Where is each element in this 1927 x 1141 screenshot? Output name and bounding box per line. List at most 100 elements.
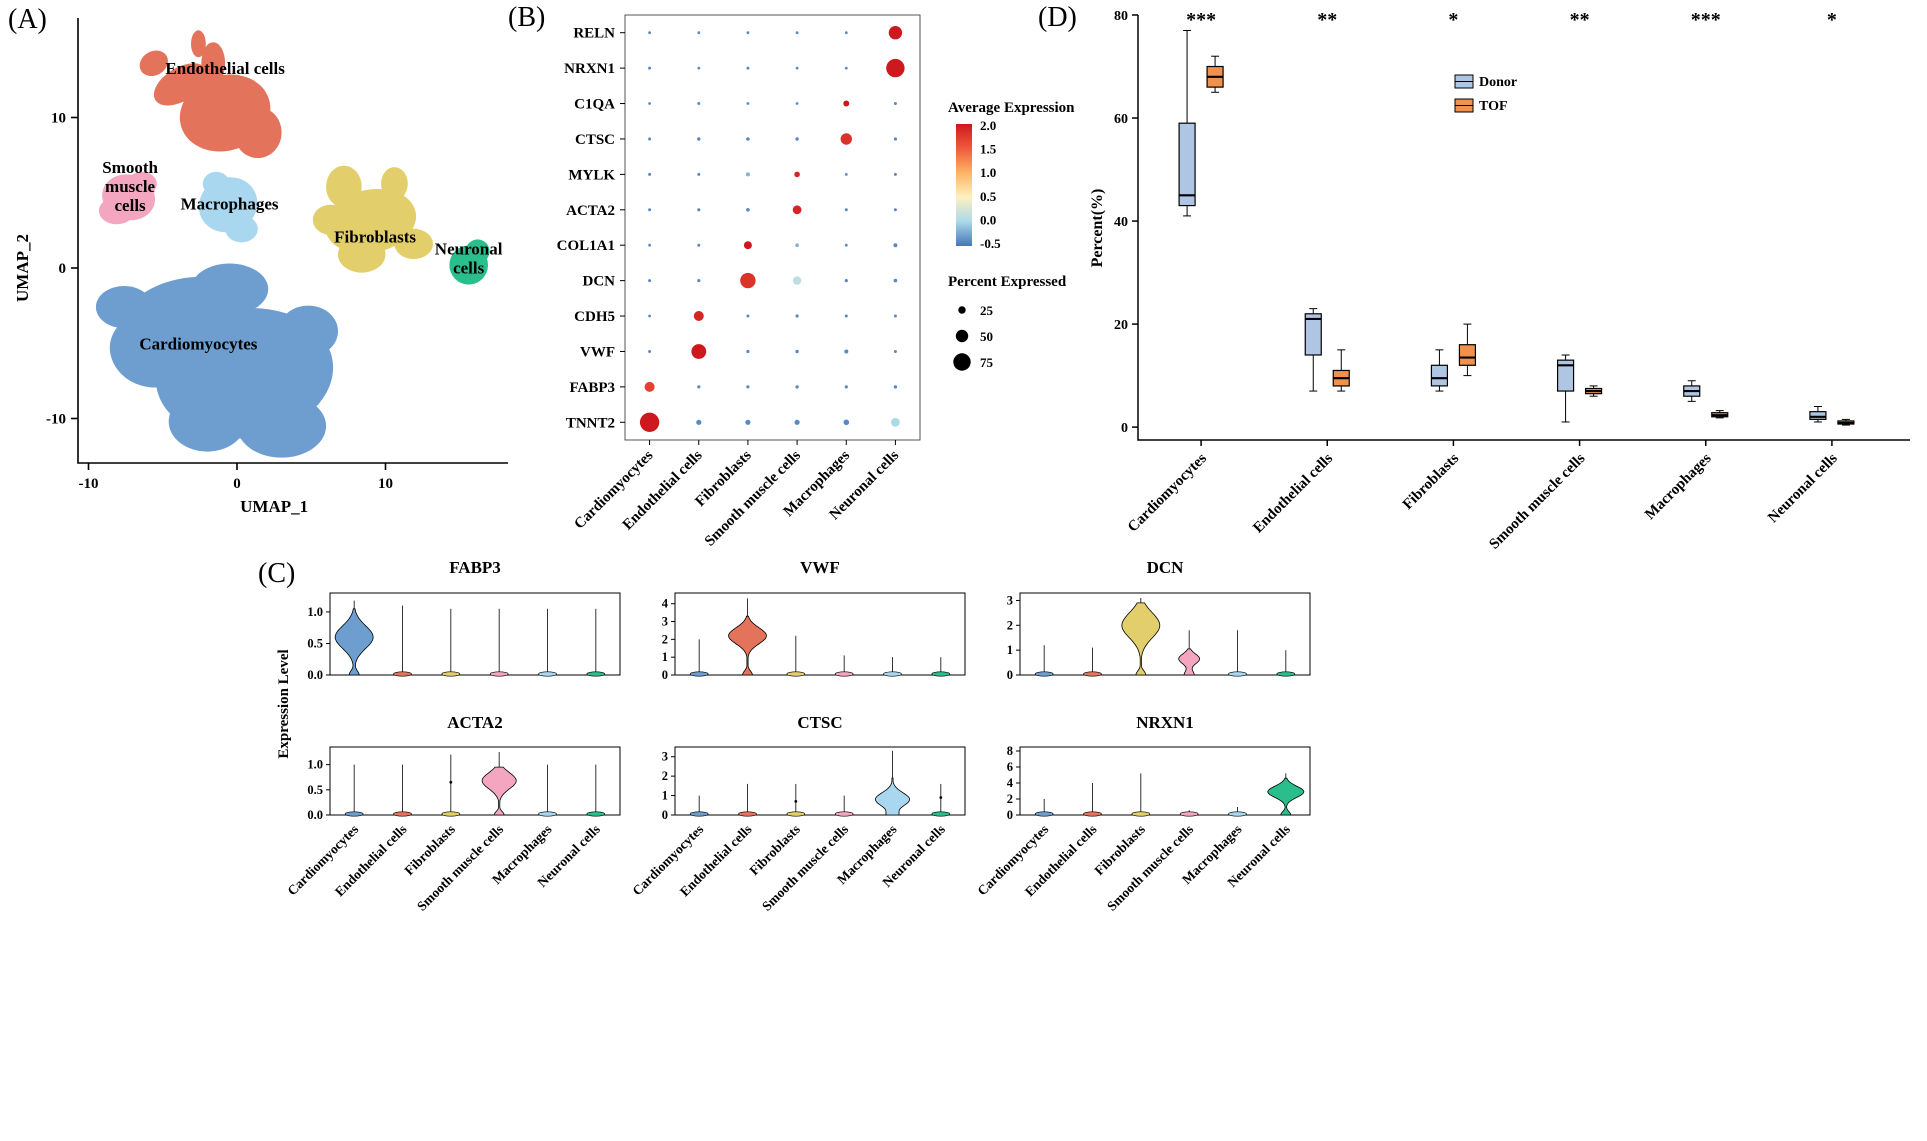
expression-dot: [648, 66, 652, 70]
significance-stars: ***: [1691, 9, 1721, 31]
violin-body: [1121, 602, 1161, 676]
y-tick-label: 0.5: [307, 783, 323, 797]
violin-title: NRXN1: [1136, 713, 1194, 732]
violin-title: VWF: [800, 558, 840, 577]
size-legend-dot: [958, 306, 966, 314]
umap-cluster-blob: [337, 236, 386, 273]
y-tick-label: 3: [1007, 593, 1013, 607]
y-tick-label: 0: [59, 261, 67, 277]
expression-dot: [740, 272, 756, 289]
color-legend-tick: 1.0: [980, 165, 996, 180]
violin-flat-body: [1034, 671, 1054, 677]
umap-cluster-blob: [127, 171, 157, 196]
y-tick-label: 10: [51, 111, 66, 127]
umap-cluster-blob: [153, 63, 208, 106]
expression-dot: [844, 243, 848, 247]
y-tick-label: 0: [1007, 668, 1013, 682]
violin-flat-body: [1276, 671, 1296, 677]
percent-axis-label: Percent(%): [1089, 189, 1106, 268]
expression-dot: [693, 311, 704, 321]
expression-dot: [648, 243, 651, 247]
expression-dot: [697, 243, 701, 247]
umap-cluster-blob: [278, 305, 338, 357]
cluster-label: Macrophages: [181, 194, 279, 213]
gene-label: CTSC: [575, 132, 615, 148]
y-tick-label: 3: [662, 750, 668, 764]
umap-cluster-blob: [326, 165, 362, 208]
violin-flat-body: [689, 811, 709, 817]
violin-flat-body: [1228, 811, 1247, 817]
box: [1178, 122, 1196, 207]
expression-dot: [746, 349, 750, 354]
expression-dot: [893, 102, 897, 105]
cell-type-label: Neuronal cells: [1765, 450, 1841, 526]
violin-flat-body: [738, 811, 757, 817]
gene-label: C1QA: [574, 97, 615, 113]
violin-plots: FABP3 0.0 0.5 1.0 VWF 0 1 2 3 4 DCN 0 1 2 3 ACTA2 0.0 0.5…: [276, 558, 1311, 914]
umap-cluster-blob: [109, 314, 193, 388]
box-axes: [1137, 15, 1910, 441]
expression-dot: [792, 205, 802, 215]
expression-dot: [795, 31, 799, 35]
x-tick-label: 10: [378, 476, 393, 492]
violin-flat-body: [883, 671, 902, 677]
expression-dot: [795, 349, 799, 354]
cluster-label: Endothelial cells: [165, 59, 285, 78]
violin-median-dot: [449, 780, 453, 784]
gene-label: CDH5: [574, 309, 615, 325]
cluster-label: Neuronal: [435, 239, 503, 258]
color-legend-tick: 2.0: [980, 118, 996, 133]
box: [1556, 359, 1575, 392]
x-axis-title: UMAP_1: [240, 497, 308, 516]
violin-title: CTSC: [797, 713, 842, 732]
violin-flat-body: [586, 811, 606, 817]
violin-flat-body: [441, 811, 461, 817]
cell-type-label: Fibroblasts: [1400, 450, 1463, 513]
color-legend-tick: 0.0: [980, 212, 996, 227]
size-legend-title: Percent Expressed: [948, 274, 1067, 290]
y-tick-label: 2: [1007, 792, 1013, 806]
cluster-label: Fibroblasts: [334, 227, 416, 246]
umap-cluster-blob: [394, 228, 434, 259]
violin-body: [874, 777, 911, 816]
umap-cluster-blob: [98, 197, 135, 225]
legend-label: Donor: [1479, 75, 1517, 90]
umap-cluster-blob: [95, 286, 153, 329]
expression-dot: [844, 31, 848, 35]
plot-border: [624, 14, 921, 441]
expression-dot: [697, 208, 701, 212]
umap-cluster-blob: [465, 239, 490, 264]
gene-label: TNNT2: [566, 415, 615, 431]
expression-dot: [639, 412, 660, 432]
boxplot: 020406080Percent(%)***Cardiomyocytes**En…: [1089, 9, 1910, 553]
y-tick-label: 20: [1114, 318, 1128, 333]
size-legend-tick: 50: [980, 329, 993, 344]
cluster-label: Cardiomyocytes: [139, 334, 257, 353]
y-tick-label: 3: [662, 615, 668, 629]
dotplot: RELN NRXN1 C1QA CTSC MYLK ACTA2 COL1A1 DCN CDH5 V…: [557, 14, 1075, 550]
size-legend-tick: 75: [980, 355, 994, 370]
gene-label: VWF: [580, 344, 615, 360]
expression-dot: [697, 172, 701, 176]
expression-dot: [795, 102, 799, 105]
expression-dot: [648, 172, 652, 176]
y-tick-label: 4: [1007, 776, 1014, 790]
expression-dot: [844, 349, 849, 354]
violin-flat-body: [1179, 811, 1199, 817]
panel-b-label: (B): [508, 2, 546, 33]
cluster-label: muscle: [105, 177, 156, 196]
violin-title: FABP3: [449, 558, 501, 577]
violin-flat-body: [538, 811, 557, 817]
expression-dot: [893, 243, 898, 248]
umap-cluster-blob: [237, 394, 327, 458]
violin-body: [1178, 648, 1200, 676]
y-tick-label: 0: [1007, 808, 1013, 822]
legend-label: TOF: [1479, 99, 1508, 114]
expression-dot: [795, 243, 799, 247]
expression-dot: [795, 314, 799, 318]
expression-dot: [697, 66, 701, 70]
expression-dot: [745, 172, 750, 177]
x-tick-label: -10: [79, 476, 99, 492]
color-legend-title: Average Expression: [948, 100, 1075, 116]
violin-body: [1267, 777, 1305, 816]
